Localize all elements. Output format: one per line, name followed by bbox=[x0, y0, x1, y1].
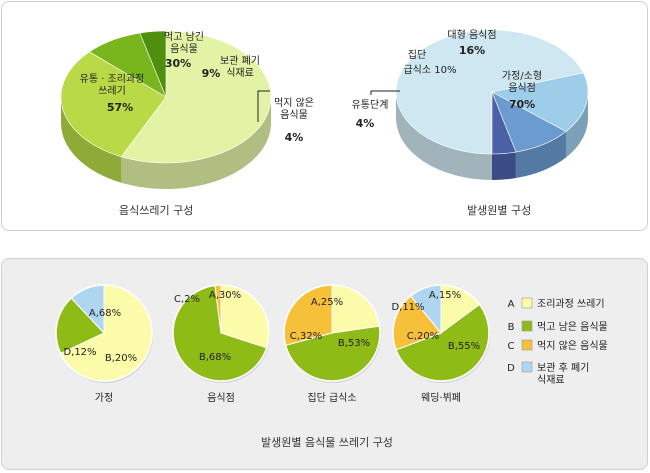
chart3-legend-label-C: 먹지 않은 음식물 bbox=[537, 340, 608, 352]
chart3-legend-key-C: C bbox=[508, 341, 515, 352]
chart3-legend-key-A: A bbox=[508, 299, 515, 310]
chart3-pie-0-label-B: B,20% bbox=[105, 353, 137, 364]
chart1-label-3-1: 음식물 bbox=[280, 109, 308, 121]
chart3-pie-0-name: 가정 bbox=[95, 392, 113, 404]
chart2-label-0-1: 음식점 bbox=[508, 82, 536, 94]
chart1-label-2-1: 식재료 bbox=[226, 67, 254, 79]
chart3-pie-1-rim bbox=[172, 284, 270, 382]
chart2-pct-1: 16% bbox=[459, 44, 485, 57]
chart3-title: 발생원별 음식물 쓰레기 구성 bbox=[261, 436, 393, 449]
chart1-label-1-1: 음식물 bbox=[170, 43, 198, 55]
chart2-leader bbox=[370, 90, 400, 95]
chart2-side-0-0 bbox=[396, 92, 492, 180]
chart3-legend-label-A: 조리과정 쓰레기 bbox=[537, 298, 605, 310]
chart3-legend-label-D-0: 보관 후 폐기 bbox=[537, 362, 589, 374]
chart2-label-2-1: 급식소 10% bbox=[403, 64, 456, 76]
chart3-legend-swatch-B bbox=[521, 320, 533, 332]
chart3-legend-key-D: D bbox=[507, 363, 515, 374]
chart3-pie-3-label-D: D,11% bbox=[391, 302, 424, 313]
chart1-pct-3: 4% bbox=[285, 131, 304, 144]
chart2-label-1-0: 대형 음식점 bbox=[447, 29, 496, 41]
chart3-pie-0-label-A: A,68% bbox=[89, 308, 121, 319]
chart3-pie-0-label-D: D,12% bbox=[63, 347, 96, 358]
chart3-legend-swatch-C bbox=[521, 339, 533, 351]
chart3-pie-2-name: 집단 급식소 bbox=[307, 392, 356, 404]
chart1-title: 음식쓰레기 구성 bbox=[119, 204, 194, 217]
chart2-slice-0 bbox=[395, 29, 584, 155]
chart2-label-2-0: 집단 bbox=[408, 49, 426, 61]
chart3-pie-2-label-B: B,53% bbox=[338, 338, 370, 349]
chart3-pie-3-name: 웨딩·뷔페 bbox=[421, 392, 461, 404]
chart1-label-1-0: 먹고 남긴 bbox=[164, 31, 204, 43]
chart3-pie-2-slice-A bbox=[331, 284, 381, 334]
chart1-pct-1: 30% bbox=[165, 57, 191, 70]
chart1-side-1-0 bbox=[61, 97, 122, 183]
chart2-slice-1 bbox=[491, 72, 589, 132]
chart3-pie-2-label-A: A,25% bbox=[311, 297, 343, 308]
chart3-legend-key-B: B bbox=[508, 322, 515, 333]
chart1-leader bbox=[257, 90, 270, 122]
chart3-pie-3-label-C: C,20% bbox=[407, 331, 439, 342]
chart1-side-0-0 bbox=[121, 97, 271, 189]
chart3-pie-0-rim bbox=[55, 284, 153, 382]
chart2-side-2-0 bbox=[515, 131, 566, 179]
chart3-legend-label-B: 먹고 남은 음식물 bbox=[537, 321, 608, 333]
chart3-pie-3-label-A: A,15% bbox=[429, 290, 461, 301]
chart3-pie-1-label-B: B,68% bbox=[199, 352, 231, 363]
chart3-legend-label-D-1: 식재료 bbox=[537, 374, 565, 386]
chart2-pct-3: 4% bbox=[356, 117, 375, 130]
chart3-pie-1-name: 음식점 bbox=[207, 392, 235, 404]
chart1-slice-3 bbox=[139, 30, 167, 98]
chart1-pct-0: 57% bbox=[107, 101, 133, 114]
chart3-pie-2-rim bbox=[283, 284, 381, 382]
chart1-slice-0 bbox=[120, 30, 272, 164]
chart3-pie-1-label-C: C,2% bbox=[174, 294, 200, 305]
chart2-pct-0: 70% bbox=[509, 98, 535, 111]
chart1-pct-2: 9% bbox=[202, 67, 221, 80]
chart2-label-0-0: 가정/소형 bbox=[502, 70, 542, 82]
chart1-label-0-1: 쓰레기 bbox=[98, 85, 126, 97]
chart2-slice-3 bbox=[491, 91, 517, 155]
chart1-label-0-0: 유통 · 조리과정 bbox=[80, 73, 145, 85]
chart3-legend-swatch-D bbox=[521, 361, 533, 373]
chart1-slice-1 bbox=[60, 51, 167, 158]
chart2-label-3: 유통단계 bbox=[352, 99, 389, 111]
chart3-pie-3-rim bbox=[392, 284, 490, 382]
chart3-legend-swatch-A bbox=[521, 297, 533, 309]
chart2-side-3-0 bbox=[492, 152, 516, 180]
chart3-pie-3-label-B: B,55% bbox=[448, 341, 480, 352]
chart3-pie-1-label-A: A,30% bbox=[209, 290, 241, 301]
chart3-pie-2-label-C: C,32% bbox=[290, 331, 322, 342]
chart1-label-3-0: 먹지 않은 bbox=[274, 97, 314, 109]
chart2-side-1-0 bbox=[565, 92, 588, 158]
chart1-label-2-0: 보관 폐기 bbox=[220, 55, 260, 67]
chart2-title: 발생원별 구성 bbox=[467, 204, 532, 217]
